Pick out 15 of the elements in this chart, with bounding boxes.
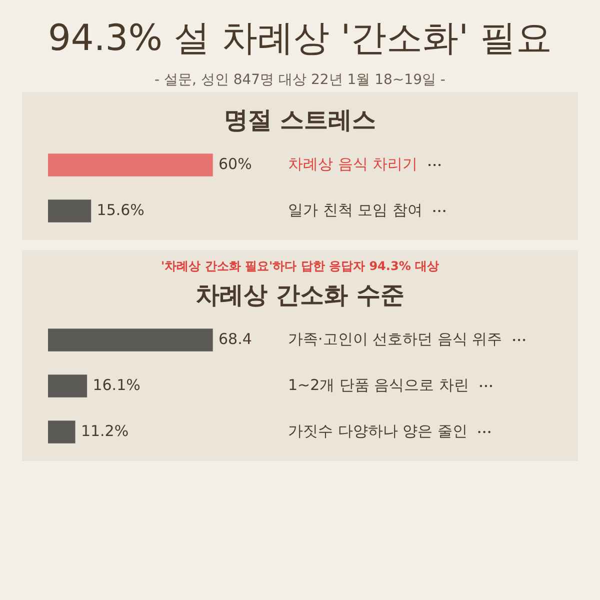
data-label: 60% [218,154,252,173]
y-tick-label: 가짓수 다양하나 양은 줄인 [288,422,468,440]
text: 94.3% 설 차례상 '간소화' 필요 [47,17,553,61]
y-tick-label: 차례상 음식 차리기 [288,154,418,173]
data-label: 11.2% [80,422,129,440]
y-tick-label: 일가 친척 모임 참여 [288,200,422,219]
y-tick-label: 1~2개 단품 음식으로 차린 [288,376,469,394]
text: '차례상 간소화 필요'하다 답한 응답자 94.3% 대상 [160,258,440,275]
text: 차례상 간소화 수준 [194,280,406,311]
text: 명절 스트레스 [222,105,378,136]
y-tick-label: 가족·고인이 선호하던 음식 위주 [288,330,502,348]
data-label: 15.6% [96,200,144,219]
text: - 설문, 성인 847명 대상 22년 1월 18~19일 - [154,71,446,89]
data-label: 68.4 [218,330,252,348]
data-label: 16.1% [92,376,140,394]
